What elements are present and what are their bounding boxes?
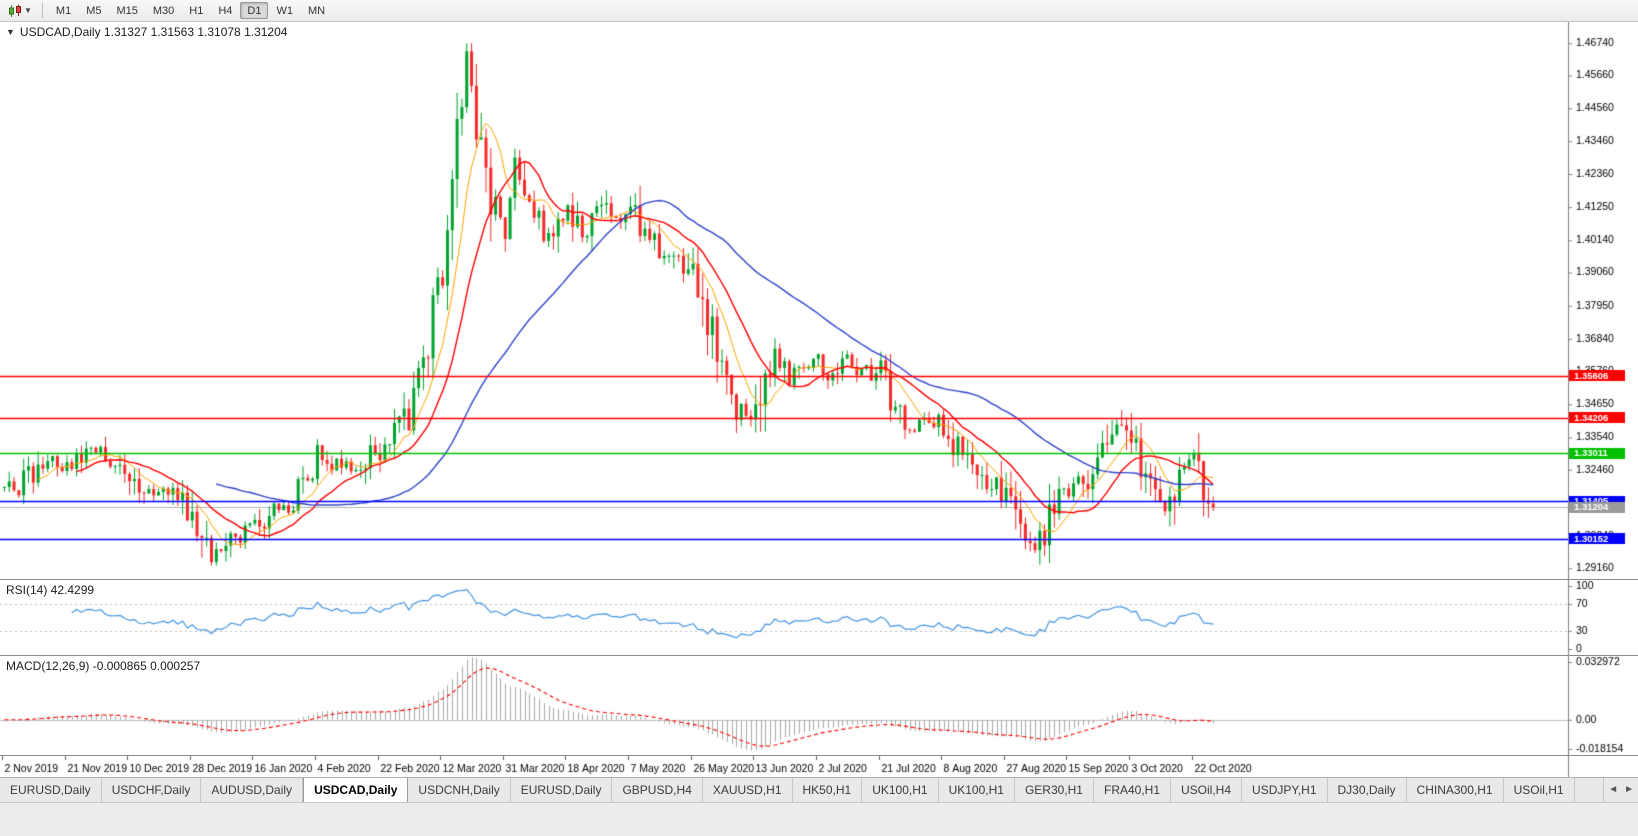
- timeframe-button-d1[interactable]: D1: [240, 2, 269, 19]
- tabs-scroll-controls: ◄ ►: [1603, 778, 1638, 802]
- timeframe-button-h4[interactable]: H4: [218, 5, 233, 17]
- timeframe-buttons: M1 M5 M15 M30 H1 H4 D1 W1 MN: [49, 2, 332, 19]
- chart-tab-china300-h1[interactable]: CHINA300,H1: [1406, 778, 1504, 802]
- chart-menu-caret-icon[interactable]: ▼: [6, 27, 15, 37]
- timeframe-button-h1[interactable]: H1: [189, 5, 204, 17]
- timeframe-button-mn[interactable]: MN: [307, 5, 326, 17]
- main-chart-canvas[interactable]: [0, 22, 1638, 579]
- chart-tab-usdcnh-daily[interactable]: USDCNH,Daily: [408, 778, 511, 802]
- chart-tab-usoil-h4[interactable]: USOil,H4: [1171, 778, 1243, 802]
- chart-tab-dj30-daily[interactable]: DJ30,Daily: [1327, 778, 1407, 802]
- chart-tab-ger30-h1[interactable]: GER30,H1: [1014, 778, 1094, 802]
- candlestick-chart-icon: [9, 4, 21, 17]
- chart-tab-hk50-h1[interactable]: HK50,H1: [792, 778, 863, 802]
- chart-tab-fra40-h1[interactable]: FRA40,H1: [1093, 778, 1172, 802]
- chart-tab-uk100-h1[interactable]: UK100,H1: [938, 778, 1015, 802]
- chart-tabs-bar: EURUSD,Daily USDCHF,Daily AUDUSD,Daily USDC…: [0, 777, 1638, 802]
- rsi-pane: RSI(14) 42.4299: [0, 580, 1638, 655]
- tabs-scroll-left-icon[interactable]: ◄: [1608, 784, 1619, 795]
- time-axis-canvas: [0, 756, 1638, 777]
- chart-tabs: EURUSD,Daily USDCHF,Daily AUDUSD,Daily USDC…: [0, 778, 1603, 802]
- pane-splitter[interactable]: [0, 579, 1638, 580]
- toolbar: ▼ M1 M5 M15 M30 H1 H4 D1 W1 MN: [0, 0, 1638, 22]
- chart-type-dropdown[interactable]: ▼: [4, 3, 36, 19]
- chart-tab-eurusd-daily[interactable]: EURUSD,Daily: [0, 778, 102, 802]
- time-axis: [0, 755, 1638, 777]
- chart-tab-uk100-h1[interactable]: UK100,H1: [862, 778, 939, 802]
- chart-tab-usdjpy-h1[interactable]: USDJPY,H1: [1242, 778, 1328, 802]
- chart-tab-eurusd-daily[interactable]: EURUSD,Daily: [510, 778, 613, 802]
- chart-tab-usdcad-daily[interactable]: USDCAD,Daily: [303, 778, 409, 802]
- chart-tab-audusd-daily[interactable]: AUDUSD,Daily: [201, 778, 304, 802]
- timeframe-button-m1[interactable]: M1: [55, 5, 72, 17]
- timeframe-button-m5[interactable]: M5: [86, 5, 102, 17]
- macd-canvas[interactable]: [0, 656, 1638, 755]
- pane-splitter[interactable]: [0, 655, 1638, 656]
- chart-tab-usoil-h1[interactable]: USOil,H1: [1503, 778, 1575, 802]
- main-chart-pane: ▼ USDCAD,Daily 1.31327 1.31563 1.31078 1…: [0, 22, 1638, 579]
- timeframe-button-w1[interactable]: W1: [276, 5, 293, 17]
- timeframe-button-m15[interactable]: M15: [116, 5, 138, 17]
- toolbar-separator: [41, 3, 43, 18]
- timeframe-button-m30[interactable]: M30: [152, 5, 175, 17]
- chart-tab-xauusd-h1[interactable]: XAUUSD,H1: [702, 778, 793, 802]
- rsi-canvas[interactable]: [0, 580, 1638, 655]
- chart-tab-gbpusd-h4[interactable]: GBPUSD,H4: [612, 778, 703, 802]
- chevron-down-icon: ▼: [24, 5, 32, 15]
- chart-tab-usdchf-daily[interactable]: USDCHF,Daily: [101, 778, 202, 802]
- tabs-scroll-right-icon[interactable]: ►: [1624, 784, 1634, 795]
- macd-pane: MACD(12,26,9) -0.000865 0.000257: [0, 656, 1638, 755]
- status-strip: [0, 802, 1638, 836]
